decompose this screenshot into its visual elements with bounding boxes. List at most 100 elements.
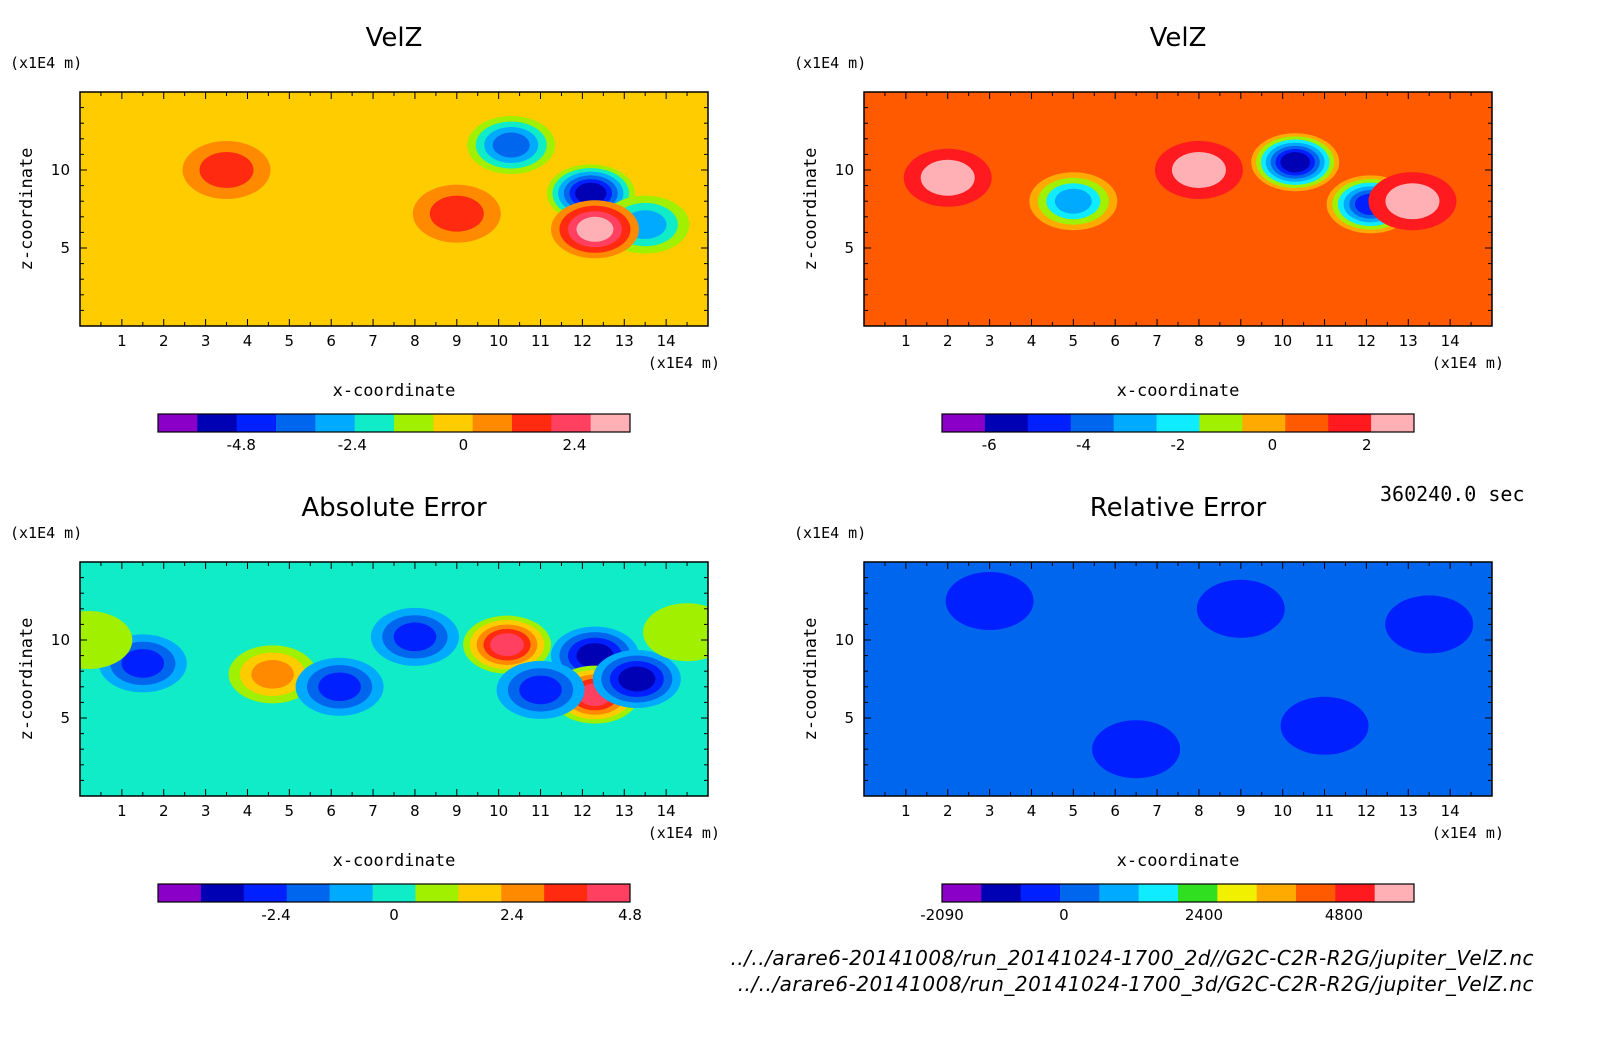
contour-band	[490, 633, 524, 657]
colorbar-swatch	[1335, 884, 1376, 902]
x-tick-label: 5	[285, 332, 295, 350]
colorbar-swatch	[236, 414, 277, 432]
y-axis-label: z-coordinate	[801, 148, 821, 271]
colorbar-swatch	[1070, 414, 1115, 432]
colorbar-swatch	[1242, 414, 1286, 432]
colorbar-swatch	[354, 414, 395, 432]
velz-2d-field	[80, 92, 708, 326]
x-tick-label: 9	[1236, 802, 1246, 820]
colorbar-tick-label: 2	[1362, 436, 1372, 454]
colorbar-swatch	[372, 884, 416, 902]
x-tick-label: 8	[410, 802, 420, 820]
contour-band	[576, 216, 614, 242]
x-tick-label: 12	[1357, 802, 1376, 820]
contour-band	[643, 603, 708, 662]
panel-title: Absolute Error	[301, 493, 487, 523]
x-tick-label: 6	[326, 802, 336, 820]
x-tick-label: 3	[201, 332, 211, 350]
x-tick-label: 13	[615, 802, 634, 820]
x-tick-label: 7	[368, 332, 378, 350]
x-axis-label: x-coordinate	[333, 381, 456, 401]
colorbar-swatch	[1113, 414, 1158, 432]
x-tick-label: 2	[943, 332, 953, 350]
y-tick-label: 5	[60, 239, 70, 257]
x-tick-label: 8	[1194, 332, 1204, 350]
x-tick-label: 5	[1069, 802, 1079, 820]
colorbar-tick-label: 0	[459, 436, 469, 454]
colorbar-swatch	[1374, 884, 1415, 902]
colorbar-swatch	[286, 884, 331, 902]
x-tick-label: 7	[1152, 332, 1162, 350]
x-tick-label: 1	[901, 332, 911, 350]
colorbar-swatch	[1217, 884, 1258, 902]
colorbar-swatch	[1138, 884, 1179, 902]
y-axis-label: z-coordinate	[17, 148, 37, 271]
x-axis-label: x-coordinate	[333, 851, 456, 871]
panel-title: VelZ	[1150, 23, 1207, 53]
x-tick-label: 10	[489, 802, 508, 820]
contour-band	[1280, 152, 1311, 173]
footer-path-3d: ../../arare6-20141008/run_20141024-1700_…	[737, 972, 1534, 996]
colorbar-swatch	[587, 884, 631, 902]
colorbar-swatch	[1060, 884, 1100, 902]
relative-error-field	[864, 562, 1492, 796]
absolute-error-colorbar: -2.4 0 2.4 4.8	[157, 883, 642, 924]
colorbar-swatch	[1020, 884, 1061, 902]
colorbar-tick-label: 0	[1268, 436, 1278, 454]
x-tick-label: 12	[573, 332, 592, 350]
colorbar-swatch	[458, 884, 502, 902]
x-tick-label: 10	[489, 332, 508, 350]
contour-band	[1171, 152, 1226, 188]
x-tick-label: 6	[1110, 802, 1120, 820]
x-tick-label: 9	[452, 332, 462, 350]
colorbar-swatch	[472, 414, 513, 432]
y-tick-label: 10	[51, 631, 70, 649]
x-tick-label: 11	[531, 802, 550, 820]
colorbar-swatch	[158, 414, 198, 432]
footer-path-2d: ../../arare6-20141008/run_20141024-1700_…	[730, 946, 1534, 970]
x-tick-label: 6	[1110, 332, 1120, 350]
x-tick-label: 4	[243, 332, 253, 350]
relative-error-colorbar: -2090 0 2400 4800	[920, 883, 1415, 924]
x-tick-label: 12	[573, 802, 592, 820]
time-label: 360240.0 sec	[1380, 482, 1525, 506]
x-tick-label: 4	[1027, 332, 1037, 350]
x-tick-label: 14	[1441, 802, 1460, 820]
colorbar-tick-label: 2.4	[563, 436, 587, 454]
colorbar-swatch	[200, 884, 245, 902]
colorbar-swatch	[1328, 414, 1372, 432]
y-tick-label: 5	[844, 709, 854, 727]
y-unit-label: (x1E4 m)	[10, 54, 82, 72]
colorbar-tick-label: 4800	[1325, 906, 1363, 924]
x-tick-label: 2	[159, 332, 169, 350]
contour-band	[1092, 720, 1181, 779]
velz-3d-colorbar: -6 -4 -2 0 2	[941, 413, 1415, 454]
colorbar-swatch	[1156, 414, 1200, 432]
y-tick-label: 10	[835, 631, 854, 649]
x-unit-label: (x1E4 m)	[648, 354, 720, 372]
x-tick-label: 10	[1273, 802, 1292, 820]
x-tick-label: 14	[657, 332, 676, 350]
x-tick-label: 3	[985, 802, 995, 820]
contour-band	[393, 622, 437, 652]
colorbar-swatch	[276, 414, 316, 432]
x-unit-label: (x1E4 m)	[648, 824, 720, 842]
colorbar-swatch	[1178, 884, 1218, 902]
colorbar-swatch	[551, 414, 592, 432]
colorbar-tick-label: 4.8	[618, 906, 642, 924]
colorbar-swatch	[590, 414, 631, 432]
contour-band	[920, 159, 975, 196]
colorbar-tick-label: 0	[389, 906, 399, 924]
x-unit-label: (x1E4 m)	[1432, 354, 1504, 372]
contour-band	[1385, 183, 1440, 220]
x-tick-label: 5	[1069, 332, 1079, 350]
y-tick-label: 5	[60, 709, 70, 727]
contour-band	[575, 182, 607, 205]
x-tick-label: 1	[117, 332, 127, 350]
colorbar-tick-label: -4	[1076, 436, 1091, 454]
colorbar-swatch	[1296, 884, 1336, 902]
colorbar-swatch	[415, 884, 459, 902]
